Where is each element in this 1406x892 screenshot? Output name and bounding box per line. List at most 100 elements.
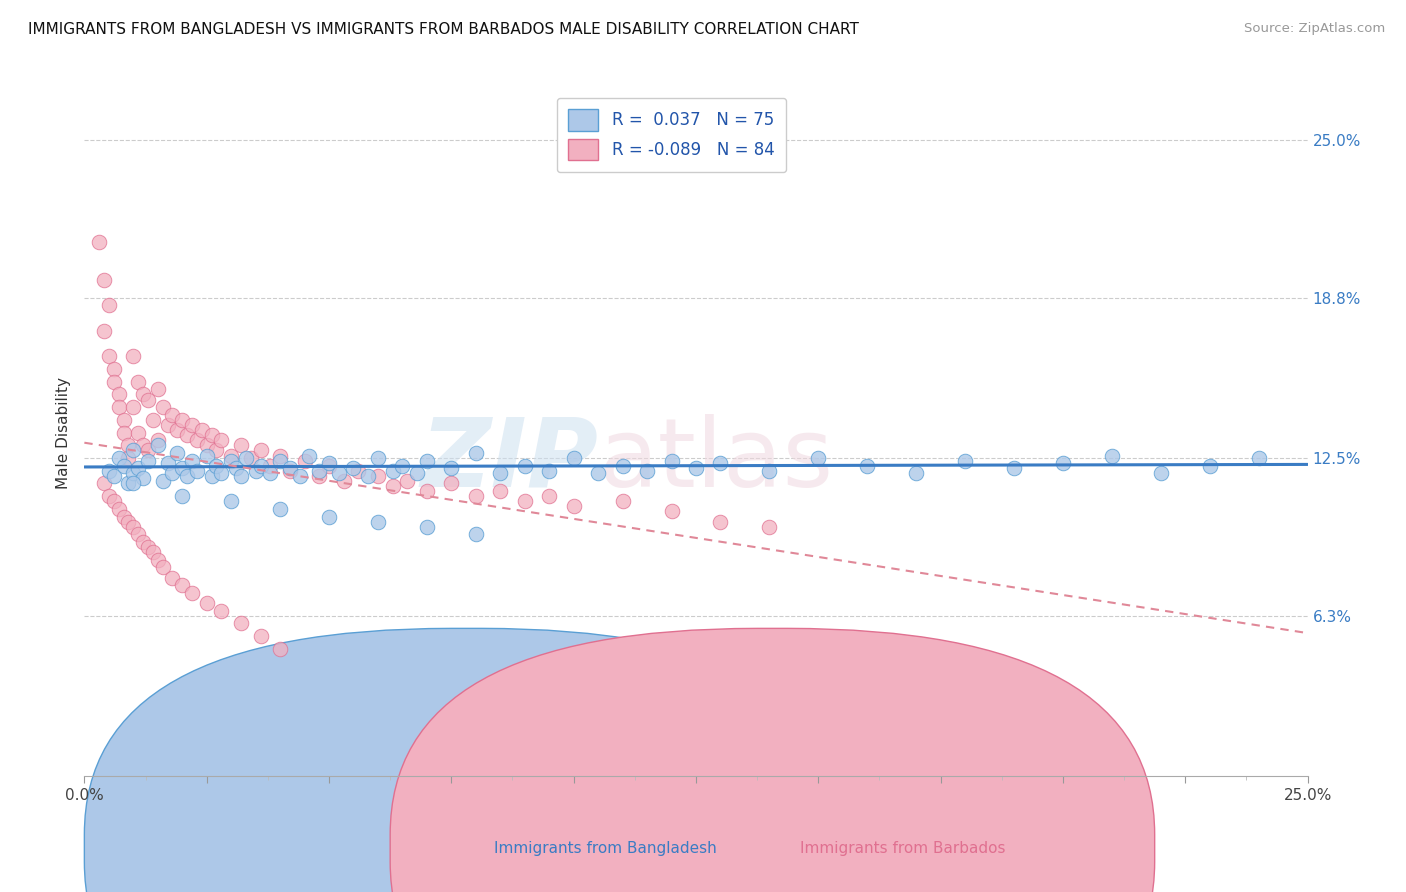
Point	[97, 298, 120, 312]
Point	[758, 520, 780, 534]
Point	[219, 453, 242, 467]
Point	[132, 471, 155, 485]
Point	[132, 387, 155, 401]
Point	[367, 468, 389, 483]
Point	[416, 453, 439, 467]
Point	[1247, 451, 1270, 466]
Point	[117, 476, 139, 491]
Point	[464, 446, 486, 460]
Point	[342, 461, 364, 475]
Point	[200, 428, 222, 442]
Point	[162, 467, 184, 481]
Point	[249, 629, 271, 643]
Point	[308, 468, 330, 483]
Point	[440, 476, 463, 491]
Point	[117, 438, 139, 452]
Point	[489, 484, 512, 499]
Point	[219, 449, 242, 463]
Point	[1198, 458, 1220, 473]
Point	[288, 468, 311, 483]
Point	[205, 443, 228, 458]
Point	[661, 504, 683, 518]
Point	[612, 458, 634, 473]
Point	[195, 449, 218, 463]
Point	[396, 474, 419, 488]
Point	[229, 468, 252, 483]
Point	[122, 467, 145, 481]
Point	[357, 468, 380, 483]
Point	[156, 417, 179, 432]
Point	[612, 494, 634, 508]
Point	[229, 438, 252, 452]
Point	[127, 425, 149, 440]
Point	[132, 535, 155, 549]
Point	[347, 464, 370, 478]
Point	[107, 502, 129, 516]
Point	[117, 515, 139, 529]
Point	[318, 509, 340, 524]
Point	[758, 464, 780, 478]
Point	[136, 392, 159, 407]
Point	[146, 438, 169, 452]
Point	[318, 458, 340, 473]
Point	[117, 451, 139, 466]
Point	[225, 461, 247, 475]
Point	[367, 515, 389, 529]
Point	[489, 467, 512, 481]
Point	[513, 458, 536, 473]
Point	[162, 571, 184, 585]
Point	[97, 489, 120, 503]
Point	[136, 453, 159, 467]
Legend: R =  0.037   N = 75, R = -0.089   N = 84: R = 0.037 N = 75, R = -0.089 N = 84	[557, 97, 786, 172]
Point	[209, 467, 232, 481]
Point	[156, 456, 179, 470]
Text: Immigrants from Bangladesh: Immigrants from Bangladesh	[494, 840, 717, 855]
Point	[103, 362, 125, 376]
Point	[229, 616, 252, 631]
Point	[172, 489, 194, 503]
Point	[195, 438, 218, 452]
Point	[103, 375, 125, 389]
Point	[318, 456, 340, 470]
Point	[245, 464, 267, 478]
Point	[269, 453, 291, 467]
Text: Immigrants from Barbados: Immigrants from Barbados	[800, 840, 1005, 855]
Point	[152, 400, 174, 414]
Point	[112, 425, 135, 440]
Point	[142, 545, 165, 559]
Point	[391, 458, 413, 473]
FancyBboxPatch shape	[391, 628, 1154, 892]
Point	[807, 451, 830, 466]
Point	[127, 375, 149, 389]
Y-axis label: Male Disability: Male Disability	[56, 376, 72, 489]
Point	[107, 451, 129, 466]
FancyBboxPatch shape	[84, 628, 849, 892]
Point	[112, 413, 135, 427]
Point	[127, 461, 149, 475]
Point	[953, 453, 976, 467]
Point	[103, 494, 125, 508]
Point	[308, 464, 330, 478]
Point	[259, 458, 281, 473]
Point	[122, 400, 145, 414]
Point	[146, 553, 169, 567]
Point	[142, 413, 165, 427]
Point	[186, 434, 208, 448]
Point	[166, 423, 188, 437]
Point	[661, 453, 683, 467]
Point	[1150, 467, 1173, 481]
Point	[132, 438, 155, 452]
Point	[856, 458, 879, 473]
Point	[269, 502, 291, 516]
Point	[381, 464, 404, 478]
Point	[416, 520, 439, 534]
Point	[259, 467, 281, 481]
Point	[176, 428, 198, 442]
Point	[152, 474, 174, 488]
Point	[709, 515, 731, 529]
Point	[249, 458, 271, 473]
Point	[269, 641, 291, 656]
Point	[294, 453, 316, 467]
Point	[172, 461, 194, 475]
Point	[97, 349, 120, 363]
